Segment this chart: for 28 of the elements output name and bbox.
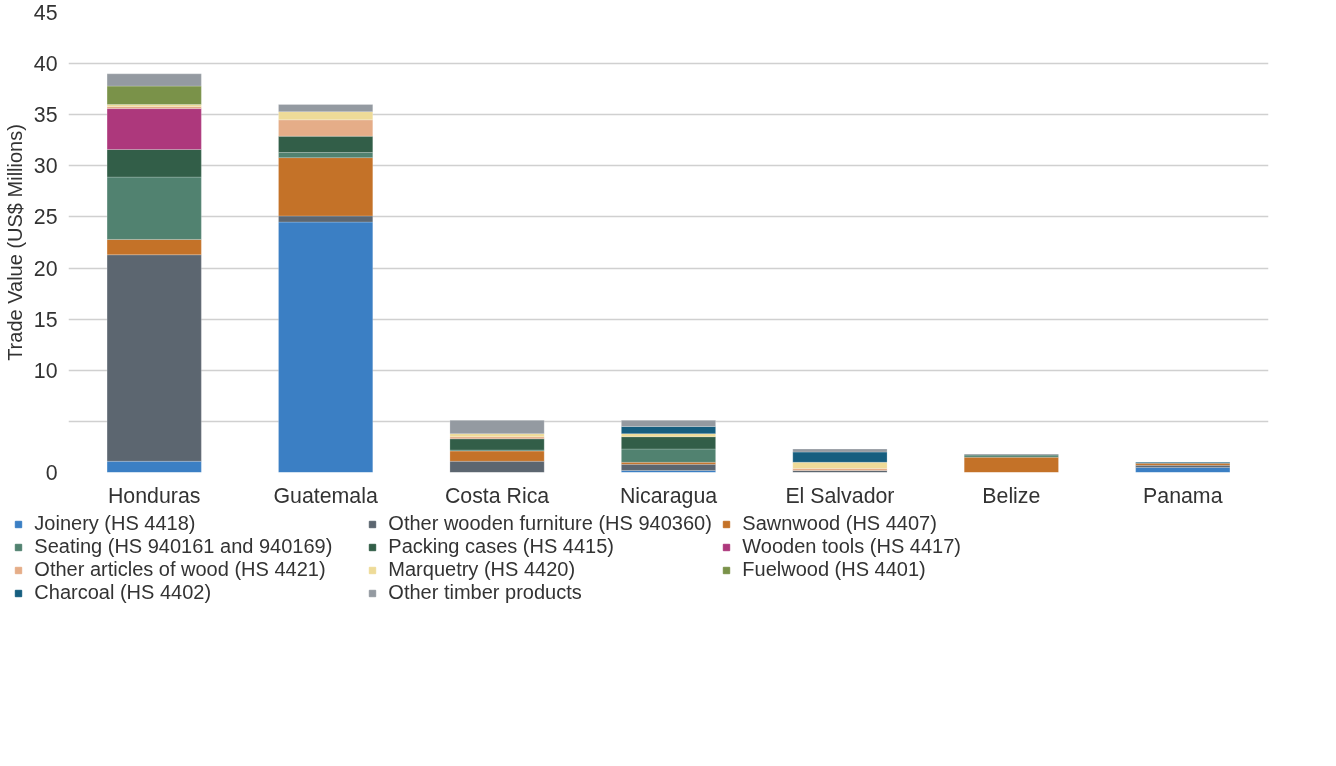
x-tick-label: Honduras <box>107 483 201 508</box>
legend-label: Other articles of wood (HS 4421) <box>34 558 327 581</box>
y-tick-label: 10 <box>33 358 58 383</box>
y-tick-label: 40 <box>33 52 58 77</box>
legend-label: Other timber products <box>388 581 583 604</box>
y-axis-title: Trade Value (US$ Millions) <box>3 124 26 361</box>
x-tick-label: Costa Rica <box>444 483 550 508</box>
legend-label: Joinery (HS 4418) <box>34 512 197 535</box>
x-tick-label: Guatemala <box>273 483 378 508</box>
x-tick-label: Belize <box>982 483 1041 508</box>
legend-label: Wooden tools (HS 4417) <box>742 535 962 558</box>
legend-label: Sawnwood (HS 4407) <box>742 512 938 535</box>
legend-label: Marquetry (HS 4420) <box>388 558 577 581</box>
x-tick-label: Panama <box>1143 483 1223 508</box>
y-tick-label: 15 <box>33 307 58 332</box>
y-tick-label: 45 <box>33 1 58 25</box>
legend-label: Other wooden furniture (HS 940360) <box>388 512 713 535</box>
legend-label: Charcoal (HS 4402) <box>34 581 213 604</box>
x-tick-label: El Salvador <box>785 483 895 508</box>
y-tick-label: 20 <box>33 256 58 281</box>
y-tick-label: 25 <box>33 205 58 230</box>
y-tick-label: 30 <box>33 154 58 179</box>
y-tick-label: 0 <box>45 461 58 485</box>
legend-label: Fuelwood (HS 4401) <box>742 558 927 581</box>
x-tick-label: Nicaragua <box>619 483 718 508</box>
legend-label: Seating (HS 940161 and 940169) <box>34 535 334 558</box>
y-tick-label: 35 <box>33 103 58 128</box>
legend-label: Packing cases (HS 4415) <box>388 535 615 558</box>
